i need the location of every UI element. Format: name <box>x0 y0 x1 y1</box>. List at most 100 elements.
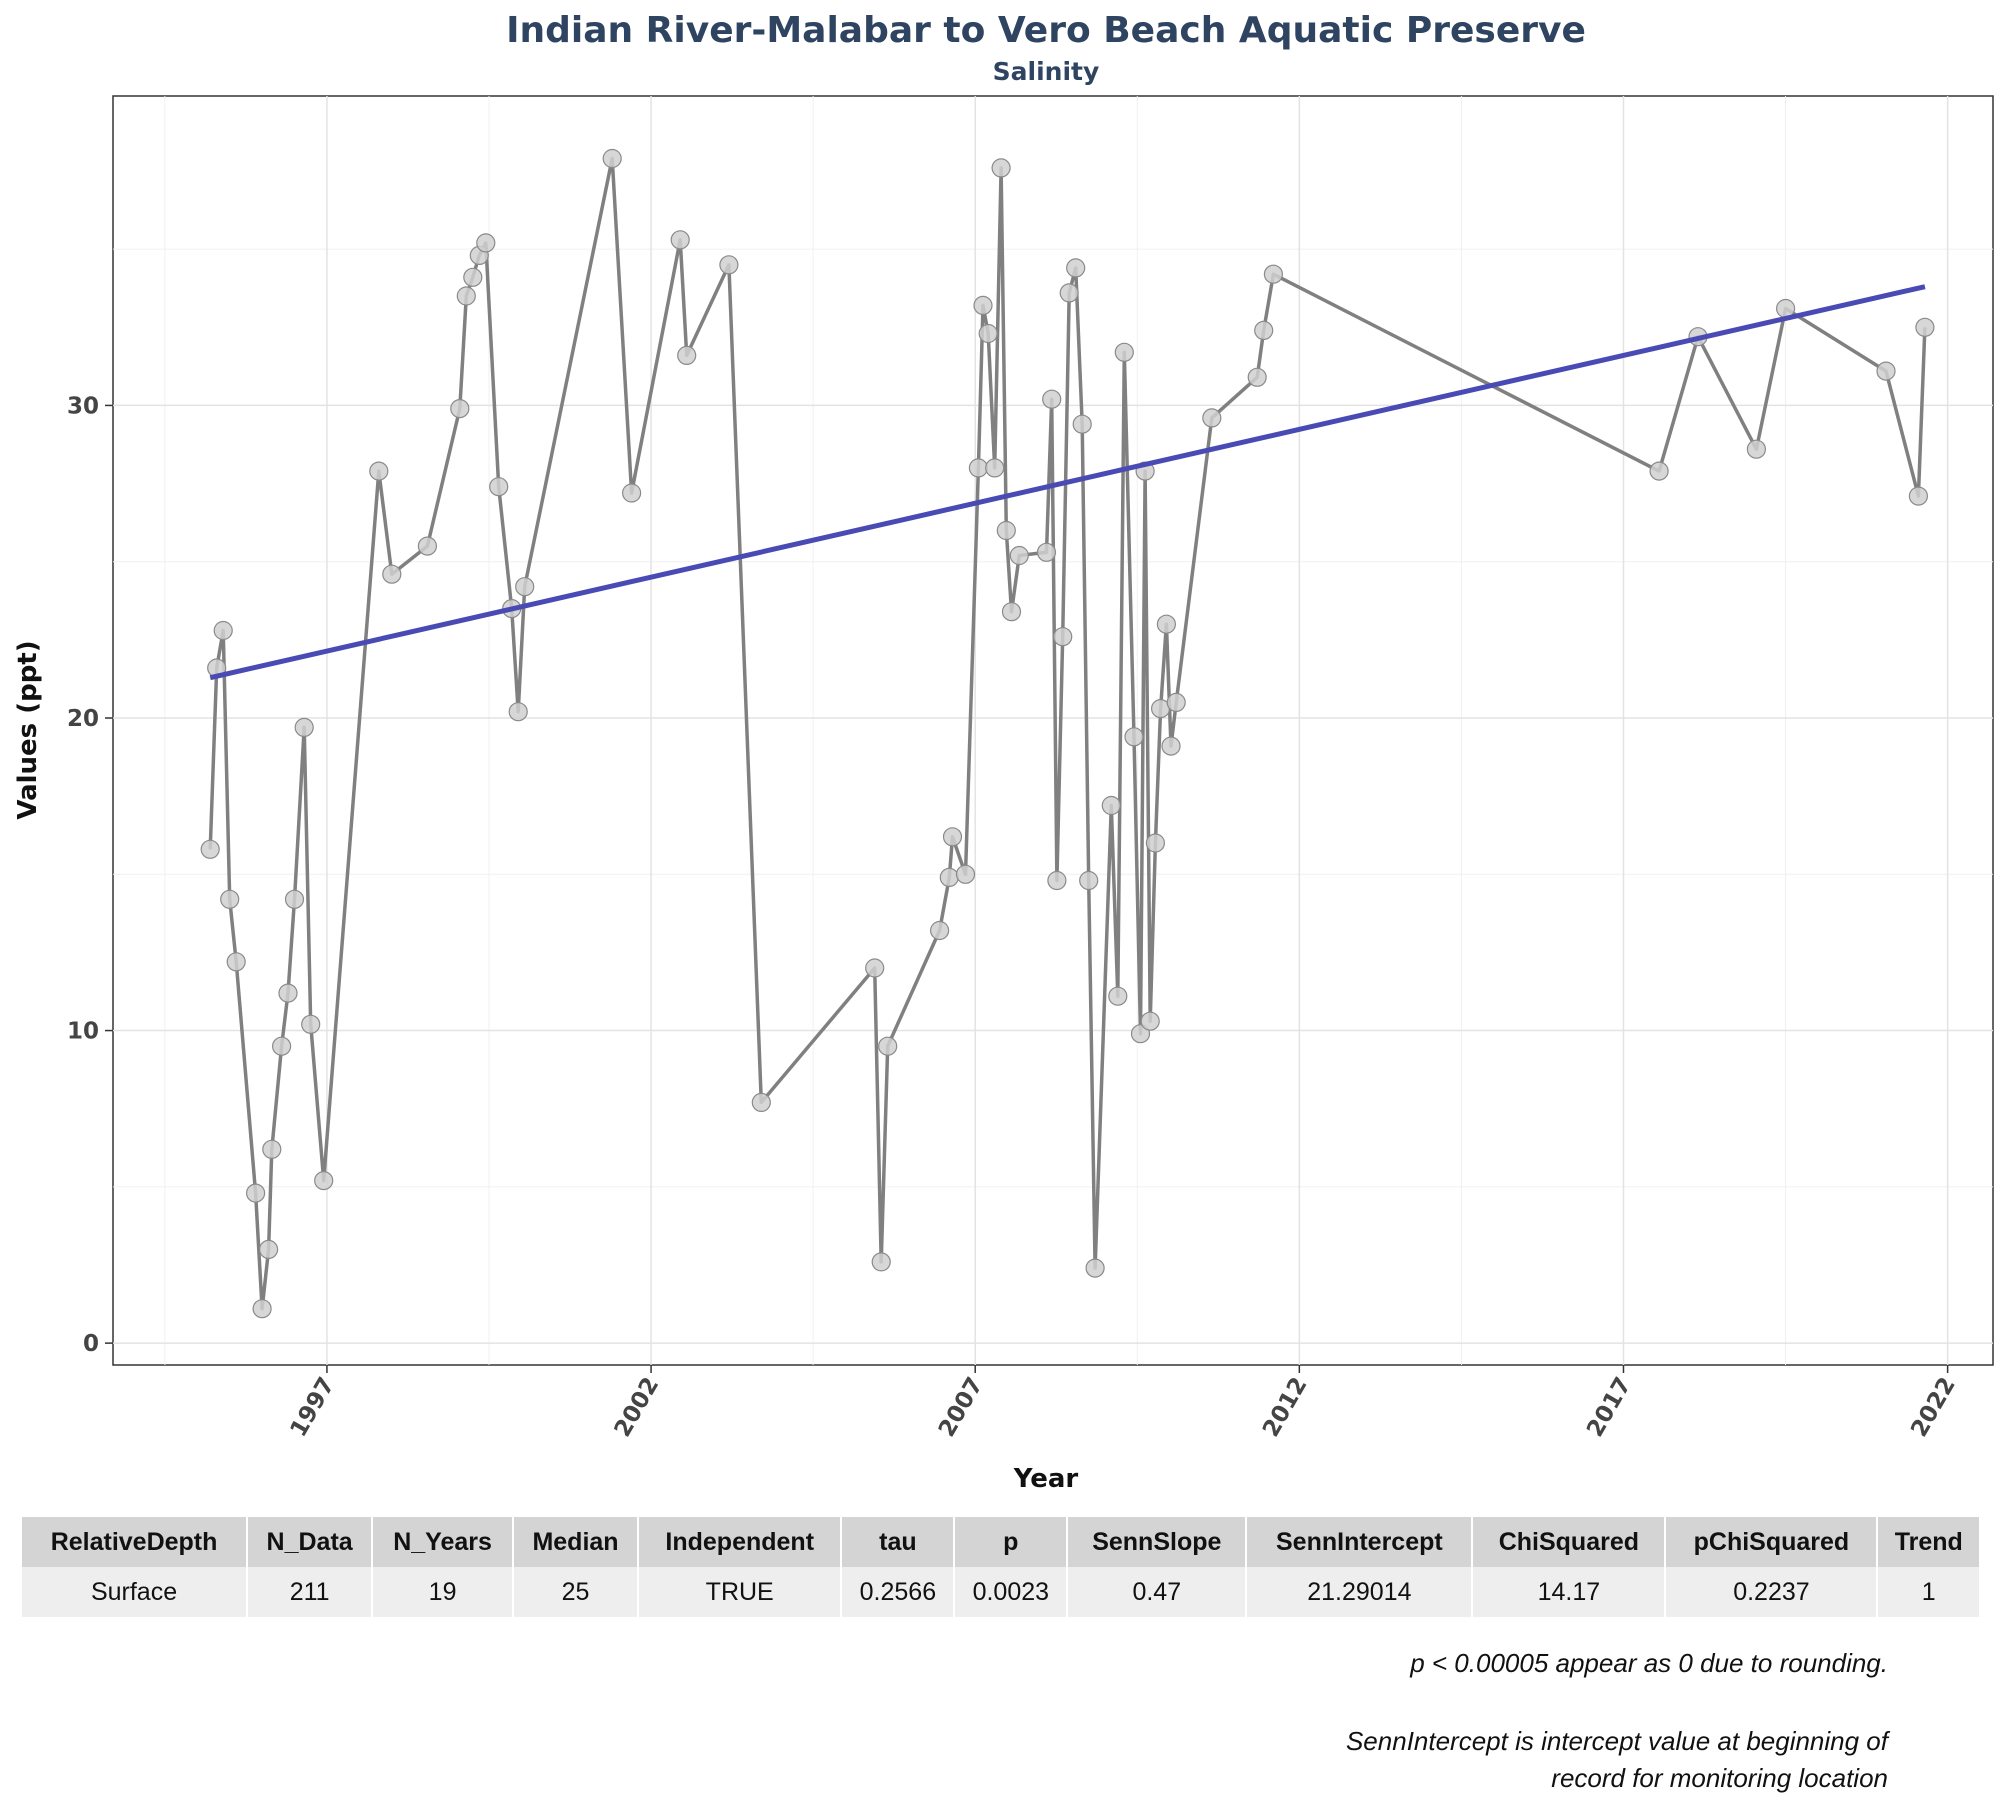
data-point <box>677 345 697 365</box>
y-tick-label: 0 <box>83 1331 99 1357</box>
stats-header-cell: RelativeDepth <box>22 1517 247 1567</box>
data-point <box>865 958 885 978</box>
stats-header-cell: SennSlope <box>1068 1517 1246 1567</box>
data-point <box>1059 283 1079 303</box>
stats-cell: 0.47 <box>1068 1567 1246 1617</box>
y-axis-ticks: 0 10 20 30 <box>67 393 113 1357</box>
stats-header-cell: ChiSquared <box>1473 1517 1665 1567</box>
data-point <box>382 564 402 584</box>
data-point <box>878 1036 898 1056</box>
data-point <box>1908 486 1929 506</box>
data-point <box>213 620 233 641</box>
stats-header-cell: p <box>955 1517 1067 1567</box>
stats-cell: 19 <box>373 1567 512 1617</box>
data-point <box>621 483 642 503</box>
data-point <box>929 920 950 941</box>
stats-cell: Surface <box>22 1567 247 1617</box>
data-point <box>1876 361 1896 381</box>
stats-header-cell: pChiSquared <box>1666 1517 1877 1567</box>
y-tick-label: 10 <box>67 1019 99 1045</box>
data-point <box>602 148 622 169</box>
data-point <box>259 1239 279 1260</box>
data-point <box>200 839 220 859</box>
data-point <box>314 1170 334 1191</box>
data-point <box>942 827 963 847</box>
data-point <box>1036 542 1057 562</box>
data-point <box>1166 692 1186 713</box>
data-point <box>489 477 509 497</box>
data-point <box>246 1183 266 1203</box>
x-axis-title: Year <box>1013 1464 1079 1494</box>
stats-header-cell: Median <box>513 1517 638 1567</box>
data-point <box>1066 258 1086 278</box>
data-point <box>955 864 976 884</box>
data-point <box>226 952 246 972</box>
x-tick-label: 2002 <box>610 1373 665 1441</box>
data-point <box>751 1092 771 1113</box>
intercept-note: SennIntercept is intercept value at begi… <box>1346 1723 1888 1797</box>
data-point <box>1263 264 1284 284</box>
stats-header-cell: Trend <box>1878 1517 1979 1567</box>
data-point <box>220 889 240 909</box>
data-point <box>871 1252 891 1272</box>
data-point <box>1247 367 1267 387</box>
data-point <box>719 255 739 275</box>
chart-title: Indian River-Malabar to Vero Beach Aquat… <box>506 10 1586 51</box>
stats-cell: 0.2237 <box>1666 1567 1877 1617</box>
x-tick-label: 2022 <box>1906 1373 1961 1441</box>
salinity-series-line <box>208 156 1927 1311</box>
x-tick-label: 2017 <box>1582 1373 1637 1441</box>
stats-body: Surface 211 19 25 TRUE 0.2566 0.0023 0.47 21.290… <box>22 1567 1979 1617</box>
stats-table: RelativeDepth N_Data N_Years Median Independ… <box>20 1517 1981 1617</box>
data-point <box>252 1299 272 1319</box>
rounding-note: p < 0.00005 appear as 0 due to rounding. <box>1410 1648 1888 1678</box>
trend-line <box>209 284 1926 681</box>
data-point <box>968 458 989 478</box>
data-point <box>1047 870 1067 891</box>
data-point <box>973 295 993 315</box>
data-point <box>456 286 476 306</box>
data-point <box>1114 342 1134 362</box>
data-point <box>939 867 959 888</box>
stats-cell: 0.2566 <box>842 1567 954 1617</box>
data-point <box>1001 602 1022 622</box>
data-point <box>1079 870 1099 891</box>
x-axis-ticks: 1997 2002 2007 2012 2017 2022 <box>286 1365 1961 1441</box>
stats-header-cell: N_Years <box>373 1517 512 1567</box>
data-point <box>417 536 437 556</box>
data-point <box>278 983 298 1003</box>
stats-cell: 21.29014 <box>1247 1567 1472 1617</box>
points-layer <box>200 148 1935 1319</box>
data-point <box>1124 727 1144 747</box>
data-point <box>991 158 1011 178</box>
trend-layer <box>209 284 1926 681</box>
stats-header-cell: tau <box>842 1517 954 1567</box>
data-point <box>508 702 528 722</box>
data-point <box>1042 389 1062 409</box>
stats-cell: 0.0023 <box>955 1567 1067 1617</box>
data-point <box>476 233 496 253</box>
data-point <box>1072 414 1092 434</box>
data-point <box>996 520 1016 541</box>
series-layer <box>208 156 1927 1311</box>
intercept-note-line2: record for monitoring location <box>1551 1763 1888 1793</box>
stats-cell: 25 <box>513 1567 638 1617</box>
data-point <box>1009 545 1029 566</box>
y-tick-label: 20 <box>67 706 99 732</box>
data-point <box>450 399 470 419</box>
data-point <box>1108 986 1128 1006</box>
data-point <box>978 323 998 344</box>
data-point <box>1085 1258 1105 1278</box>
data-point <box>1145 833 1166 853</box>
stats-header-row: RelativeDepth N_Data N_Years Median Independ… <box>22 1517 1979 1567</box>
data-point <box>1649 461 1669 481</box>
data-point <box>1202 408 1222 428</box>
data-point <box>301 1014 321 1034</box>
data-point <box>294 717 314 738</box>
y-tick-label: 30 <box>67 393 99 419</box>
data-point <box>1101 795 1121 816</box>
data-point <box>515 577 535 597</box>
stats-header-cell: N_Data <box>248 1517 372 1567</box>
x-tick-label: 2007 <box>934 1373 989 1441</box>
x-tick-label: 1997 <box>286 1373 341 1441</box>
